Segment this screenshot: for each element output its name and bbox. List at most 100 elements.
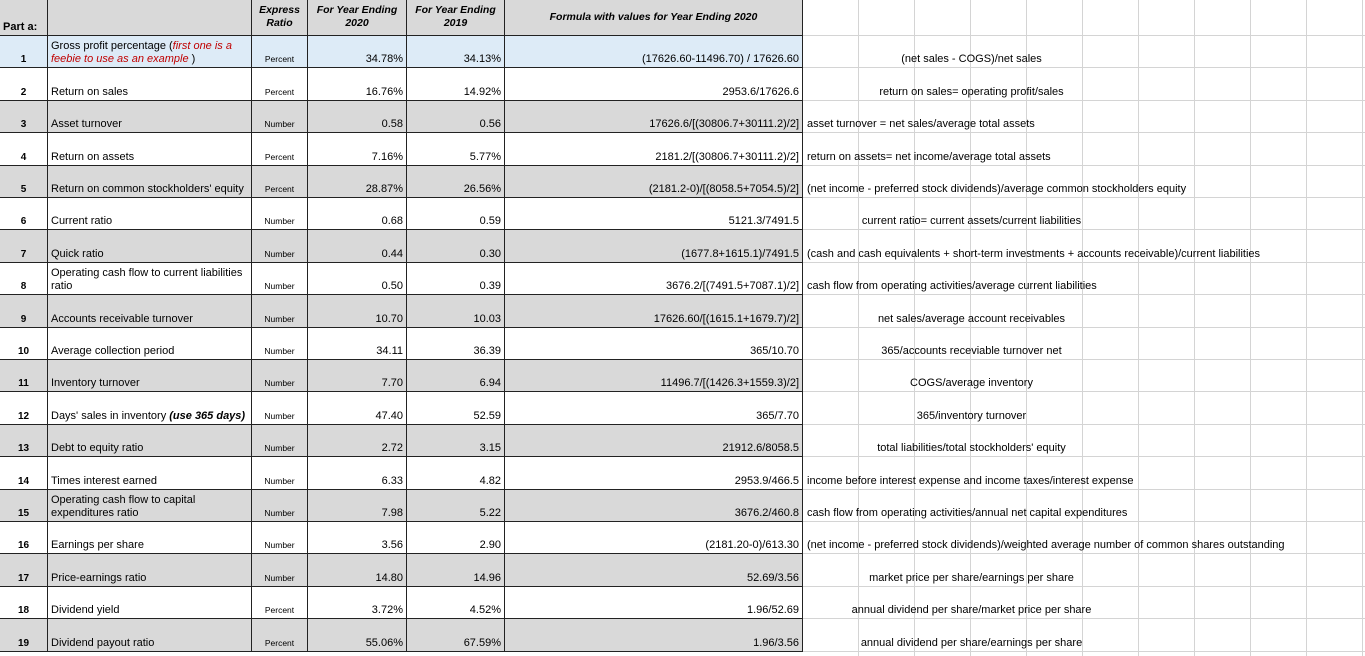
row-number: 12 xyxy=(0,392,48,425)
name-text: Dividend yield xyxy=(51,604,120,617)
grid-line xyxy=(803,618,1365,620)
value-2019: 10.03 xyxy=(407,295,505,328)
header-text: Part a: xyxy=(3,21,38,33)
name-text: Price-earnings ratio xyxy=(51,571,147,584)
ratio-type: Number xyxy=(252,230,308,263)
formula: 365/10.70 xyxy=(505,327,803,360)
value-text: 0.50 xyxy=(381,280,403,293)
formula-text: 365/7.70 xyxy=(756,409,799,422)
ratio-name-text: Earnings per share xyxy=(51,539,144,552)
name-text: Dividend payout ratio xyxy=(51,636,155,649)
value-2019: 0.39 xyxy=(407,262,505,296)
ratio-name-text: Asset turnover xyxy=(51,118,122,131)
header-text: For Year Ending 2019 xyxy=(415,4,496,29)
value-text: 34.13% xyxy=(463,53,501,66)
ratio-name: Operating cash flow to capital expenditu… xyxy=(48,489,252,522)
value-2019: 5.22 xyxy=(407,489,505,522)
row-number: 6 xyxy=(0,198,48,231)
type-text: Number xyxy=(264,119,295,130)
value-2019: 0.59 xyxy=(407,198,505,231)
type-text: Number xyxy=(264,475,295,486)
row-number: 19 xyxy=(0,619,48,652)
type-text: Number xyxy=(264,540,295,551)
value-2020: 0.68 xyxy=(308,198,407,231)
value-text: 14.92% xyxy=(463,85,501,98)
formula-text: 21912.6/8058.5 xyxy=(722,442,799,455)
value-text: 4.82 xyxy=(479,474,501,487)
row-number: 11 xyxy=(0,360,48,393)
ratio-name: Asset turnover xyxy=(48,100,252,134)
row-number: 2 xyxy=(0,68,48,101)
note: (net income - preferred stock dividends)… xyxy=(807,539,1285,552)
row-number: 3 xyxy=(0,100,48,134)
grid-line xyxy=(803,521,1365,522)
grid-line xyxy=(803,391,1365,393)
type-text: Percent xyxy=(264,605,295,616)
row-number: 8 xyxy=(0,262,48,296)
name-text: Operating cash flow to capital expenditu… xyxy=(51,493,196,519)
note: income before interest expense and incom… xyxy=(807,474,1134,487)
name-text: Return on sales xyxy=(51,85,129,98)
ratio-name-text: Dividend payout ratio xyxy=(51,637,154,650)
grid-line xyxy=(1082,0,1083,656)
row-number: 7 xyxy=(0,230,48,263)
value-2020: 10.70 xyxy=(308,295,407,328)
formula: 2953.6/17626.6 xyxy=(505,68,803,101)
note: current ratio= current assets/current li… xyxy=(861,215,1082,228)
ratio-name-text: Inventory turnover xyxy=(51,377,140,390)
name-emphasis: first one is a feebie to use as an examp… xyxy=(51,40,232,66)
type-text: Number xyxy=(264,281,295,292)
formula: 52.69/3.56 xyxy=(505,554,803,587)
row-number: 15 xyxy=(0,489,48,522)
value-2020: 34.78% xyxy=(308,36,407,69)
ratio-name: Return on sales xyxy=(48,68,252,101)
name-text: Accounts receivable turnover xyxy=(51,312,193,325)
type-text: Number xyxy=(264,410,295,421)
ratio-type: Percent xyxy=(252,619,308,652)
name-text: Times interest earned xyxy=(51,474,157,487)
row-number-text: 10 xyxy=(17,345,30,357)
ratio-name: Debt to equity ratio xyxy=(48,424,252,458)
type-text: Number xyxy=(264,345,295,356)
value-text: 3.15 xyxy=(479,442,501,455)
ratio-name-text: Operating cash flow to capital expenditu… xyxy=(51,494,248,520)
ratio-type: Percent xyxy=(252,68,308,101)
ratio-name-text: Operating cash flow to current liabiliti… xyxy=(51,267,248,293)
ratio-name-text: Return on assets xyxy=(51,151,134,164)
grid-line xyxy=(803,35,1365,36)
value-2019: 0.30 xyxy=(407,230,505,263)
value-text: 34.78% xyxy=(365,53,403,66)
name-end: ) xyxy=(188,53,196,66)
row-number: 9 xyxy=(0,295,48,328)
value-2020: 55.06% xyxy=(308,619,407,652)
formula: 11496.7/[(1426.3+1559.3)/2] xyxy=(505,360,803,393)
row-number-text: 13 xyxy=(17,443,30,455)
ratio-type: Percent xyxy=(252,36,308,69)
note: return on sales= operating profit/sales xyxy=(879,85,1064,98)
grid-line xyxy=(803,650,1365,652)
formula-text: (17626.60-11496.70) / 17626.60 xyxy=(642,53,799,66)
value-text: 47.40 xyxy=(375,409,403,422)
value-text: 14.96 xyxy=(473,571,501,584)
value-text: 6.94 xyxy=(479,377,501,390)
formula-text: 2181.2/[(30806.7+30111.2)/2] xyxy=(655,150,799,163)
formula: 2181.2/[(30806.7+30111.2)/2] xyxy=(505,133,803,166)
row-number-text: 17 xyxy=(17,572,30,584)
grid-line xyxy=(914,0,915,656)
note: cash flow from operating activities/aver… xyxy=(807,280,1097,293)
formula-text: 2953.9/466.5 xyxy=(734,474,799,487)
value-text: 0.59 xyxy=(479,215,501,228)
ratio-name-text: Dividend yield xyxy=(51,604,119,617)
row-number: 18 xyxy=(0,586,48,620)
row-number-text: 16 xyxy=(17,540,30,552)
ratio-name-text: Average collection period xyxy=(51,345,174,358)
value-2019: 4.82 xyxy=(407,457,505,490)
ratio-type: Number xyxy=(252,522,308,555)
grid-line xyxy=(803,585,1365,587)
value-2019: 36.39 xyxy=(407,327,505,360)
row-number-text: 3 xyxy=(20,119,27,131)
formula: 1.96/52.69 xyxy=(505,586,803,620)
type-text: Number xyxy=(264,313,295,324)
ratio-type: Number xyxy=(252,198,308,231)
